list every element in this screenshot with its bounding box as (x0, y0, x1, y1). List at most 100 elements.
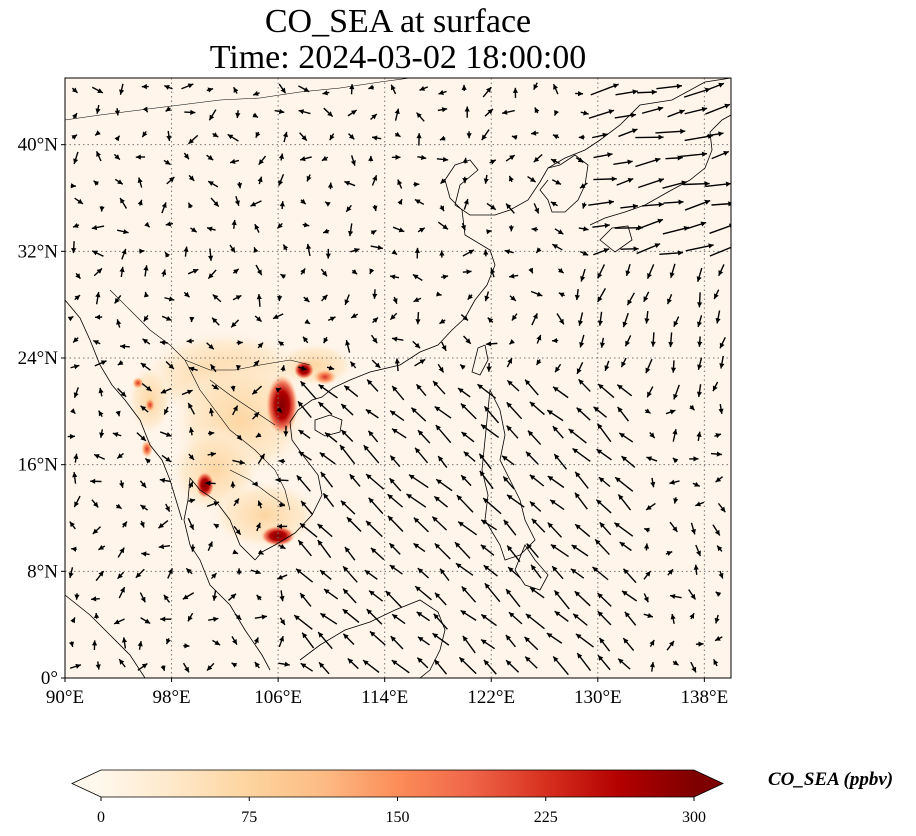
wind-arrow (551, 179, 562, 186)
wind-arrow (505, 154, 516, 162)
wind-arrow (502, 475, 515, 490)
wind-arrow (415, 112, 425, 122)
wind-arrow (390, 84, 397, 95)
wind-arrow (553, 589, 570, 610)
lon-tick-label: 90°E (46, 687, 84, 708)
wind-arrow (617, 658, 631, 670)
wind-arrow (460, 314, 469, 322)
wind-arrow (506, 357, 513, 368)
wind-arrow (349, 361, 357, 369)
wind-arrow (91, 499, 99, 508)
wind-arrow (187, 268, 199, 275)
wind-arrow (74, 593, 80, 600)
wind-arrow (508, 339, 515, 345)
wind-arrow (460, 222, 466, 231)
wind-arrow (508, 273, 519, 279)
wind-arrow (619, 541, 632, 552)
wind-arrow (210, 197, 220, 208)
wind-arrow (580, 110, 589, 116)
wind-arrow (190, 544, 196, 552)
wind-arrow (277, 295, 283, 302)
wind-arrow (678, 151, 708, 158)
wind-arrow (91, 224, 105, 231)
wind-arrow (480, 423, 500, 439)
wind-arrow (234, 196, 240, 206)
wind-arrow (571, 544, 589, 557)
wind-arrow (462, 635, 476, 654)
wind-arrow (282, 244, 289, 251)
lon-tick-label: 122°E (467, 687, 515, 708)
wind-arrow (480, 638, 496, 650)
wind-arrow (322, 492, 335, 508)
wind-arrow (524, 379, 539, 396)
wind-arrow (91, 640, 98, 651)
wind-arrow (389, 455, 401, 468)
wind-arrow (462, 176, 468, 184)
wind-arrow (73, 151, 79, 165)
wind-arrow (207, 541, 213, 551)
wind-arrow (68, 641, 75, 648)
wind-arrow (689, 404, 696, 411)
wind-arrow (665, 551, 673, 556)
wind-arrow (643, 612, 654, 618)
wind-arrow (372, 204, 378, 212)
wind-arrow (116, 319, 122, 328)
wind-arrow (415, 312, 421, 325)
hotspot-bangkok (196, 472, 214, 498)
wind-arrow (556, 313, 565, 325)
wind-arrow (618, 432, 634, 443)
wind-arrow (644, 311, 650, 324)
wind-arrow (319, 612, 338, 625)
wind-arrow (280, 273, 287, 280)
wind-arrow (457, 387, 471, 398)
wind-arrow (279, 590, 285, 602)
wind-arrow (163, 159, 171, 166)
wind-arrow (299, 156, 312, 162)
wind-arrow (689, 456, 699, 462)
wind-arrow (417, 429, 431, 444)
wind-arrow (139, 520, 145, 528)
wind-arrow (643, 593, 649, 603)
wind-arrow (597, 288, 607, 303)
wind-arrow (394, 358, 400, 372)
wind-arrow (689, 612, 695, 620)
wind-arrow (708, 82, 725, 90)
wind-arrow (554, 228, 564, 235)
wind-arrow (187, 402, 196, 415)
wind-arrow (460, 609, 477, 621)
wind-arrow (592, 566, 609, 581)
wind-arrow (530, 290, 543, 297)
wind-arrow (434, 542, 451, 560)
wind-arrow (363, 444, 380, 464)
wind-arrow (408, 474, 429, 489)
wind-arrow (719, 337, 726, 349)
wind-arrow (551, 565, 564, 580)
wind-arrow (553, 109, 559, 116)
wind-arrow (206, 226, 216, 232)
wind-arrow (206, 501, 220, 508)
wind-arrow (235, 365, 242, 371)
wind-arrow (618, 128, 638, 138)
wind-arrow (394, 108, 400, 121)
wind-arrow (114, 135, 121, 142)
wind-arrow (159, 340, 168, 346)
lon-tick-label: 114°E (361, 687, 408, 708)
wind-arrow (669, 521, 678, 533)
wind-arrow (385, 590, 403, 608)
wind-arrow (135, 154, 146, 160)
wind-arrow (278, 635, 284, 648)
wind-arrow (255, 522, 261, 532)
wind-arrow (508, 225, 514, 232)
wind-arrow (531, 226, 539, 233)
wind-arrow (322, 90, 330, 96)
wind-arrow (95, 570, 105, 582)
wind-arrow (206, 87, 214, 93)
wind-arrow (460, 474, 472, 487)
wind-arrow (300, 500, 313, 515)
wind-arrow (574, 471, 589, 489)
wind-arrow (208, 616, 219, 622)
wind-arrow (641, 201, 664, 208)
wind-arrow (366, 608, 383, 625)
wind-arrow (695, 544, 702, 557)
